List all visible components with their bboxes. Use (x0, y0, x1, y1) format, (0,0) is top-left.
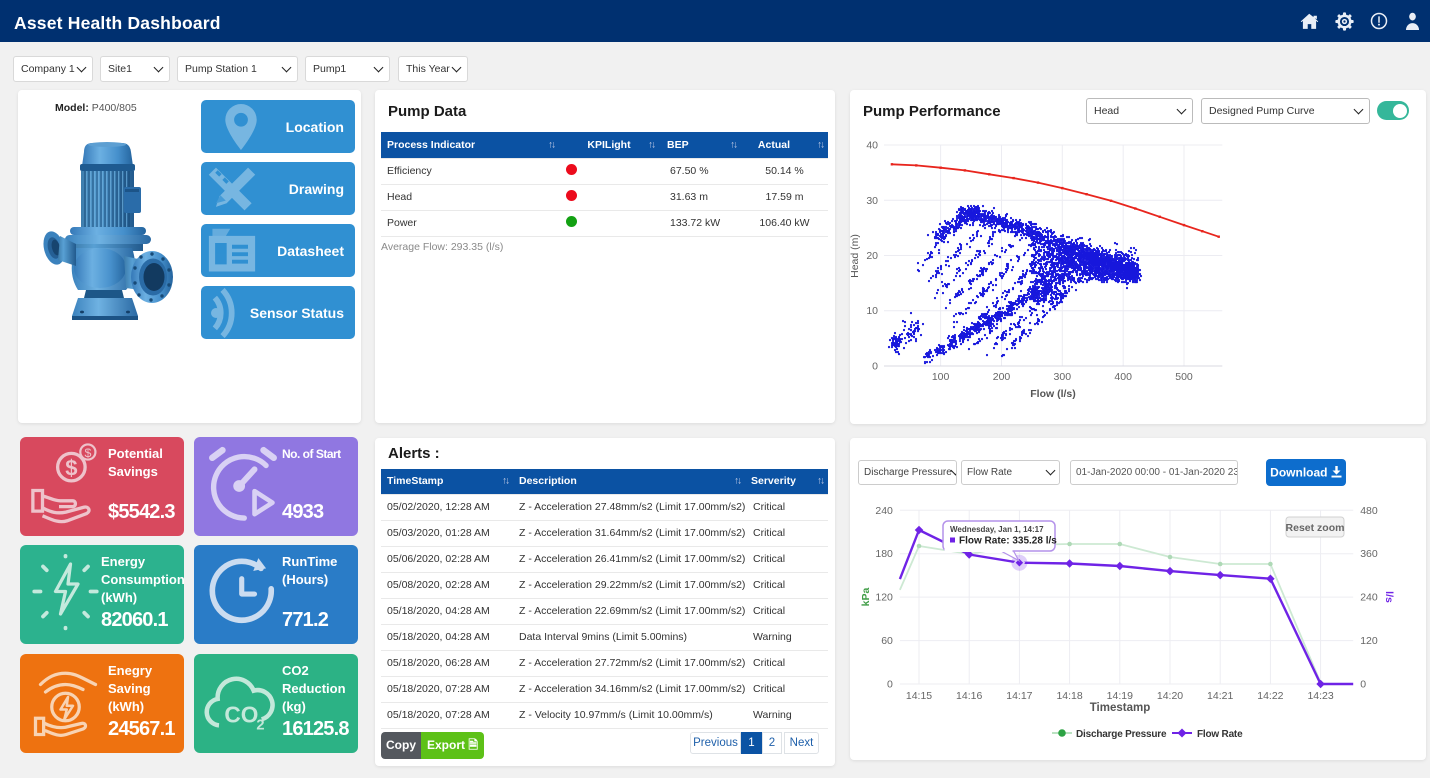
svg-text:120: 120 (875, 592, 893, 604)
svg-text:0: 0 (1360, 679, 1366, 691)
svg-text:30: 30 (866, 195, 878, 207)
svg-text:14:21: 14:21 (1207, 690, 1233, 702)
svg-text:Head (m): Head (m) (850, 234, 861, 278)
svg-text:14:15: 14:15 (906, 690, 932, 702)
svg-text:Timestamp: Timestamp (1090, 702, 1151, 714)
svg-text:500: 500 (1175, 371, 1193, 383)
svg-text:200: 200 (993, 371, 1011, 383)
svg-text:0: 0 (887, 679, 893, 691)
svg-text:240: 240 (1360, 592, 1378, 604)
svg-text:l/s: l/s (1383, 591, 1395, 603)
svg-text:Wednesday, Jan 1, 14:17: Wednesday, Jan 1, 14:17 (950, 525, 1044, 534)
svg-text:0: 0 (872, 361, 878, 373)
svg-text:Reset zoom: Reset zoom (1286, 522, 1345, 534)
svg-text:$: $ (65, 455, 77, 480)
svg-text:40: 40 (866, 140, 878, 152)
svg-text:14:18: 14:18 (1056, 690, 1082, 702)
svg-text:2: 2 (256, 717, 264, 733)
svg-text:kPa: kPa (860, 588, 872, 607)
svg-text:14:22: 14:22 (1257, 690, 1283, 702)
svg-text:14:23: 14:23 (1307, 690, 1333, 702)
svg-text:400: 400 (1114, 371, 1132, 383)
svg-text:14:17: 14:17 (1006, 690, 1032, 702)
svg-text:14:20: 14:20 (1157, 690, 1183, 702)
svg-text:Flow Rate: 335.28 l/s: Flow Rate: 335.28 l/s (959, 536, 1057, 547)
svg-text:240: 240 (875, 505, 893, 517)
svg-text:Flow Rate: Flow Rate (1197, 729, 1243, 740)
svg-text:$: $ (84, 446, 91, 460)
svg-text:360: 360 (1360, 548, 1378, 560)
svg-text:Discharge Pressure: Discharge Pressure (1076, 729, 1167, 740)
svg-text:14:19: 14:19 (1107, 690, 1133, 702)
svg-text:120: 120 (1360, 635, 1378, 647)
svg-text:CO: CO (224, 702, 258, 728)
svg-text:60: 60 (881, 635, 893, 647)
svg-text:180: 180 (875, 548, 893, 560)
svg-text:20: 20 (866, 250, 878, 262)
svg-text:Flow (l/s): Flow (l/s) (1030, 388, 1076, 400)
svg-text:14:16: 14:16 (956, 690, 982, 702)
svg-text:480: 480 (1360, 505, 1378, 517)
svg-text:100: 100 (932, 371, 950, 383)
svg-text:10: 10 (866, 305, 878, 317)
svg-text:300: 300 (1054, 371, 1072, 383)
